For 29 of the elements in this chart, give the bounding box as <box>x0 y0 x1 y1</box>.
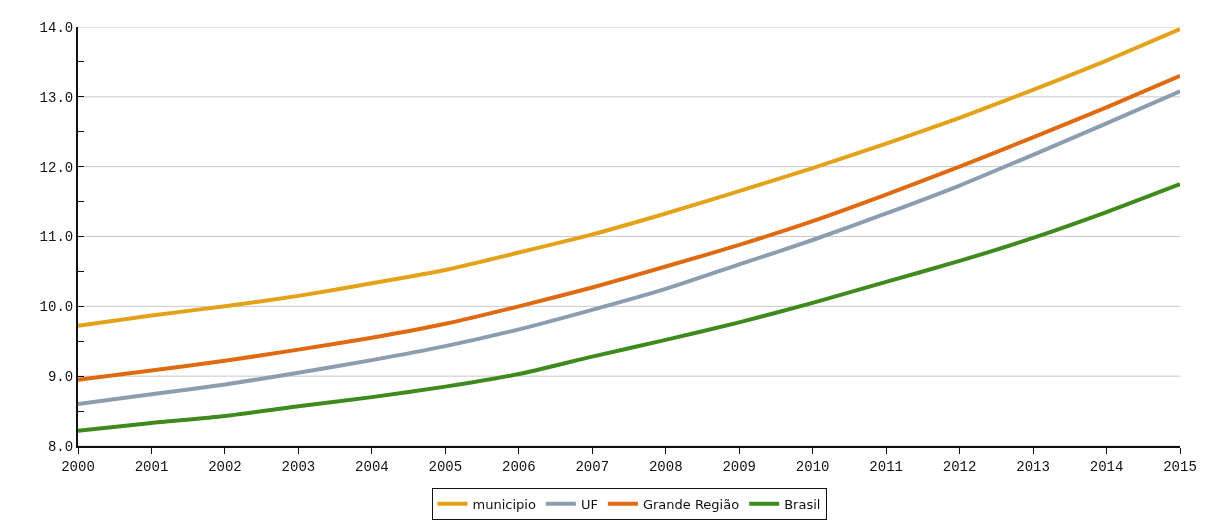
y-tick-label: 9.0 <box>47 369 74 386</box>
x-tick-label: 2005 <box>428 458 463 475</box>
y-tick-label: 12.0 <box>39 159 74 176</box>
x-tick-label: 2000 <box>61 458 95 475</box>
x-tick-label: 2001 <box>134 458 169 475</box>
legend-label: municipio <box>472 496 536 512</box>
x-tick-label: 2007 <box>575 458 610 475</box>
legend-label: UF <box>580 496 598 512</box>
x-tick-label: 2006 <box>502 458 536 475</box>
x-tick-label: 2012 <box>942 458 977 475</box>
x-tick-label: 2003 <box>281 458 316 475</box>
x-tick-label: 2014 <box>1089 458 1124 475</box>
y-tick-label: 11.0 <box>39 229 74 246</box>
x-tick-label: 2002 <box>208 458 242 475</box>
y-tick-label: 10.0 <box>39 299 74 316</box>
x-tick-label: 2008 <box>648 458 683 475</box>
y-tick-label: 14.0 <box>39 19 74 36</box>
x-tick-label: 2009 <box>722 458 756 475</box>
x-tick-label: 2011 <box>869 458 903 475</box>
x-tick-label: 2004 <box>355 458 389 475</box>
y-tick-label: 8.0 <box>47 438 74 455</box>
legend-label: Grande Região <box>642 496 740 512</box>
line-series <box>78 27 1180 328</box>
y-tick-label: 13.0 <box>39 89 74 106</box>
line-series <box>78 182 1180 433</box>
legend-label: Brasil <box>784 496 821 512</box>
x-tick-label: 2015 <box>1163 458 1197 475</box>
x-tick-label: 2010 <box>795 458 830 475</box>
x-tick-label: 2013 <box>1016 458 1050 475</box>
